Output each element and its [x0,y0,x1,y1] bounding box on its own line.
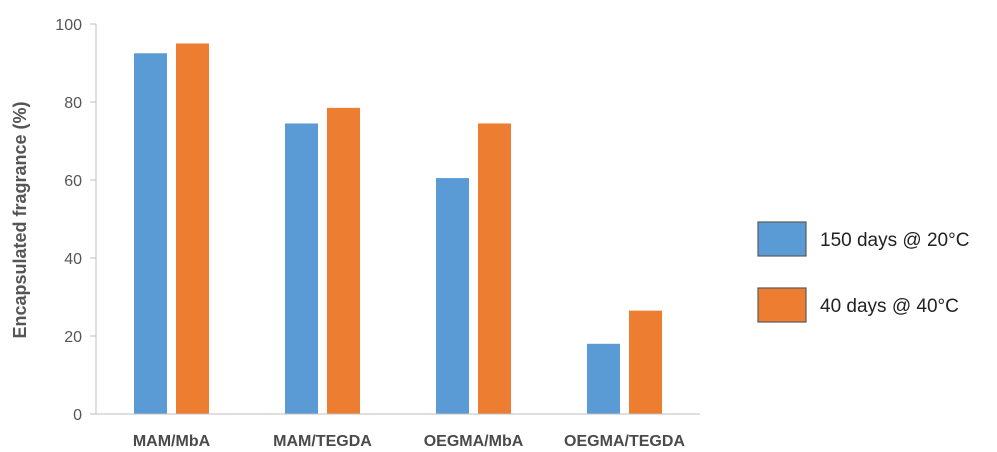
bar-mam-tegda-series-2 [327,107,360,414]
bar-mam-mba-series-1 [134,53,167,414]
x-axis-labels: MAM/MbA MAM/TEGDA OEGMA/MbA OEGMA/TEGDA [133,433,686,450]
y-tick-label: 40 [64,251,82,268]
bar-mam-mba-series-2 [176,43,209,414]
legend: 150 days @ 20°C 40 days @ 40°C [757,221,969,323]
bars [134,43,662,414]
bar-oegma-mba-series-1 [436,178,469,414]
bar-oegma-mba-series-2 [478,123,511,414]
y-tick-label: 20 [64,329,82,346]
y-axis-ticks: 0 20 40 60 80 100 [55,17,96,424]
y-tick-label: 100 [55,17,82,34]
y-tick-label: 0 [73,407,82,424]
legend-swatch [757,287,807,323]
y-tick-label: 60 [64,173,82,190]
x-tick-label: OEGMA/MbA [424,433,524,450]
x-tick-label: OEGMA/TEGDA [564,433,685,450]
bar-oegma-tegda-series-1 [587,343,620,414]
y-tick-label: 80 [64,95,82,112]
y-axis-title: Encapsulated fragrance (%) [10,101,30,338]
bar-oegma-tegda-series-2 [629,310,662,414]
x-tick-label: MAM/MbA [133,433,211,450]
legend-label: 150 days @ 20°C [820,230,969,251]
legend-label: 40 days @ 40°C [820,296,959,317]
x-tick-label: MAM/TEGDA [273,433,372,450]
legend-swatch [757,221,807,257]
bar-mam-tegda-series-1 [285,123,318,414]
